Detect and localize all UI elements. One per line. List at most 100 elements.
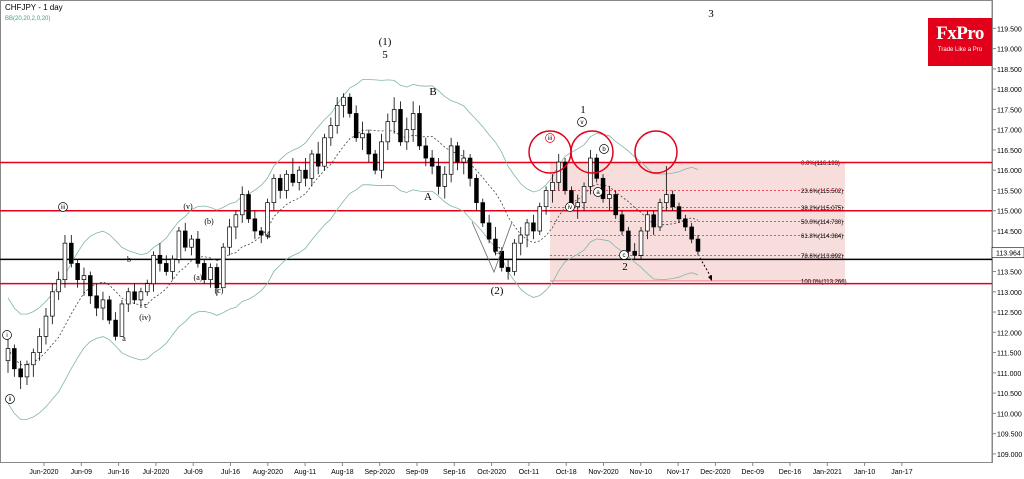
wave-label: (iv) bbox=[139, 313, 151, 322]
candle-body bbox=[448, 145, 454, 175]
x-tick-label: Jan-2021 bbox=[813, 469, 842, 476]
fib-label: 61.8%(114.384) bbox=[801, 234, 843, 240]
wave-label: i bbox=[6, 333, 7, 339]
candle-body bbox=[689, 226, 694, 240]
y-tick-label: 119.000 bbox=[997, 47, 1022, 54]
x-tick-label: Aug-2020 bbox=[253, 469, 283, 476]
candle-body bbox=[581, 186, 587, 203]
candle-body bbox=[550, 182, 555, 191]
bollinger-lower-band bbox=[7, 184, 699, 420]
candle-body bbox=[467, 157, 473, 179]
wave-label-ring bbox=[565, 202, 575, 212]
wave-label: a bbox=[122, 334, 126, 343]
wave-label-ring bbox=[593, 187, 603, 197]
candle-body bbox=[651, 214, 656, 228]
y-tick-label: 116.500 bbox=[997, 148, 1022, 155]
x-tick-label: Dec-2020 bbox=[700, 469, 730, 476]
candle-body bbox=[246, 194, 251, 220]
candle-body bbox=[69, 242, 74, 264]
candle-body bbox=[271, 177, 277, 203]
fib-label: 0.0%(116.193) bbox=[801, 161, 840, 167]
candle-body bbox=[315, 153, 321, 167]
candle-body bbox=[164, 263, 169, 272]
candle-body bbox=[461, 157, 467, 163]
y-tick-label: 110.500 bbox=[997, 391, 1022, 398]
candle-body bbox=[619, 214, 625, 232]
candle-body bbox=[518, 234, 524, 244]
candle-body bbox=[645, 214, 650, 232]
candle-body bbox=[88, 275, 93, 297]
wave-label: 2 bbox=[622, 261, 628, 273]
candle-body bbox=[75, 263, 80, 280]
candle-body bbox=[638, 230, 644, 256]
candle-body bbox=[670, 194, 675, 208]
candle-body bbox=[107, 299, 112, 321]
candle-body bbox=[372, 153, 378, 171]
x-tick-label: Jun-16 bbox=[108, 469, 130, 476]
candle-body bbox=[145, 283, 150, 293]
x-tick-label: Dec-09 bbox=[741, 469, 764, 476]
candle-body bbox=[277, 177, 283, 191]
wave-label: 5 bbox=[382, 49, 388, 61]
candle-body bbox=[176, 230, 182, 260]
candle-body bbox=[594, 157, 599, 179]
candle-body bbox=[442, 173, 448, 187]
candle-body bbox=[151, 254, 156, 285]
highlight-circle bbox=[570, 130, 614, 174]
candle-body bbox=[81, 275, 87, 280]
candle-body bbox=[474, 177, 479, 203]
y-tick-label: 116.000 bbox=[997, 168, 1022, 175]
candle-body bbox=[626, 230, 631, 252]
candle-body bbox=[512, 242, 517, 272]
logo-tagline: Trade Like a Pro bbox=[937, 47, 983, 53]
candle-body bbox=[360, 133, 365, 139]
candle-body bbox=[94, 295, 99, 309]
candle-body bbox=[24, 364, 30, 378]
y-tick-label: 111.000 bbox=[997, 371, 1021, 378]
candle-body bbox=[341, 96, 346, 106]
x-tick-label: Nov-10 bbox=[630, 469, 653, 476]
y-tick-label: 112.500 bbox=[997, 310, 1022, 317]
candle-body bbox=[62, 242, 68, 280]
candle-body bbox=[385, 121, 391, 143]
candle-body bbox=[157, 254, 163, 264]
x-tick-label: Jul-09 bbox=[184, 469, 203, 476]
candle-body bbox=[632, 250, 637, 256]
x-tick-label: Jan-10 bbox=[854, 469, 876, 476]
candle-body bbox=[284, 173, 289, 191]
candle-body bbox=[423, 145, 429, 159]
candle-body bbox=[353, 113, 359, 139]
wave-connector bbox=[471, 221, 513, 274]
candle-body bbox=[220, 246, 226, 289]
candle-body bbox=[410, 113, 416, 131]
candle-body bbox=[379, 141, 384, 171]
wave-label: a bbox=[596, 190, 600, 196]
candle-body bbox=[214, 267, 220, 289]
candle-body bbox=[132, 291, 137, 301]
wave-label: C bbox=[493, 245, 500, 257]
fib-label: 78.6%(113.892) bbox=[801, 254, 843, 260]
logo-brand: FxPro bbox=[936, 23, 984, 44]
candle-body bbox=[239, 194, 245, 216]
candle-body bbox=[436, 165, 441, 187]
candle-body bbox=[195, 238, 201, 264]
candle-body bbox=[37, 336, 42, 353]
y-tick-label: 112.000 bbox=[997, 330, 1022, 337]
candle-body bbox=[347, 96, 353, 114]
x-tick-label: Oct-18 bbox=[556, 469, 577, 476]
candle-body bbox=[31, 352, 36, 366]
wave-label: 1 bbox=[580, 104, 586, 116]
x-tick-label: Oct-2020 bbox=[477, 469, 506, 476]
candle-body bbox=[18, 368, 23, 378]
candle-body bbox=[664, 194, 669, 203]
candle-body bbox=[366, 133, 372, 155]
candle-body bbox=[391, 109, 397, 122]
x-tick-label: Aug-11 bbox=[294, 469, 316, 476]
candle-body bbox=[227, 226, 232, 248]
candle-body bbox=[233, 214, 239, 228]
x-tick-label: Sep-2020 bbox=[365, 469, 395, 476]
candle-body bbox=[201, 263, 207, 280]
y-tick-label: 109.500 bbox=[997, 432, 1022, 439]
candle-body bbox=[505, 267, 511, 272]
wave-label: 3 bbox=[708, 8, 714, 20]
